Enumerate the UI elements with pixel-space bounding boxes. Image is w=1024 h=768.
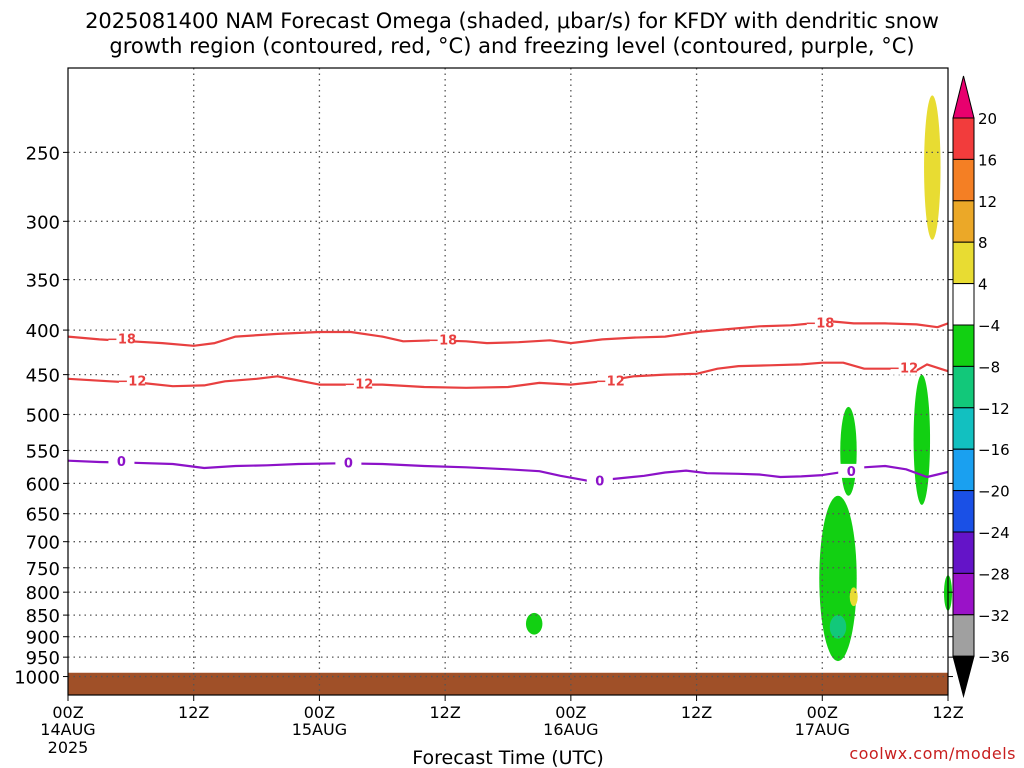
contour-label: 0 [847,465,856,480]
contour-label-bg [335,455,362,470]
contour-label: −12 [889,362,918,377]
y-tick-label: 950 [26,648,60,669]
colorbar-segment [952,614,975,657]
contour-label: 0 [117,455,126,470]
site-credit: coolwx.com/models [849,744,1016,763]
contour-label: −18 [107,332,136,347]
y-tick-label: 500 [26,405,60,426]
x-tick-label: 12Z [681,703,712,722]
x-tick-label: 12Z [429,703,460,722]
colorbar-segment [952,200,975,243]
colorbar-segment [952,365,975,409]
omega-region-7 [829,615,847,639]
contour-label-bg [429,332,456,347]
colorbar-segment [952,448,975,492]
omega-region-0 [924,95,941,240]
y-tick-label: 450 [26,366,60,387]
contour-label-bg [345,376,372,391]
colorbar-tick-label: 20 [978,110,997,128]
colorbar-tick-label: 12 [978,193,997,211]
x-tick-label: 12Z [178,703,209,722]
omega-region-1 [840,406,857,496]
colorbar-tick-label: −24 [978,524,1010,542]
colorbar-segment [952,324,975,367]
contour-label-bg [108,331,135,346]
contour-label-bg [806,315,833,330]
contour-label: 0 [595,475,604,490]
x-tick-date: 16AUG [543,720,598,739]
colorbar-top-arrow [952,75,975,119]
contour-label: −12 [117,374,146,389]
contour-label-bg [118,373,145,388]
omega-region-3 [913,374,931,505]
omega-region-2 [819,495,857,662]
colorbar-tick-label: −4 [978,317,1000,335]
colorbar-tick-label: −20 [978,483,1010,501]
y-tick-label: 350 [26,271,60,292]
omega-region-5 [525,612,543,635]
colorbar-bottom-arrow [952,655,975,699]
colorbar-tick-label: 4 [978,276,988,294]
x-tick-label: 00Z [555,703,586,722]
x-axis-label: Forecast Time (UTC) [412,747,603,768]
y-tick-label: 850 [26,606,60,627]
contour-label: −18 [428,333,457,348]
colorbar-segment [952,283,975,326]
y-tick-label: 900 [26,628,60,649]
x-tick-date: 14AUG [40,720,95,739]
y-tick-label: 250 [26,143,60,164]
y-tick-label: 300 [26,212,60,233]
colorbar-segment [952,531,975,574]
x-tick-label: 00Z [52,703,83,722]
colorbar-tick-label: −8 [978,358,1000,376]
y-tick-label: 750 [26,559,60,580]
x-tick-label: 12Z [932,703,963,722]
contour-label-bg [586,473,613,488]
title-line-2: growth region (contoured, red, °C) and f… [109,34,915,58]
colorbar-tick-label: −16 [978,441,1010,459]
colorbar-tick-label: −36 [978,648,1010,666]
colorbar-tick-label: −32 [978,607,1010,625]
y-tick-label: 650 [26,505,60,526]
x-tick-date: 15AUG [292,720,347,739]
colorbar-segment [952,490,975,533]
title-line-1: 2025081400 NAM Forecast Omega (shaded, μ… [85,9,939,33]
y-tick-label: 550 [26,442,60,463]
contour-label: −12 [596,374,625,389]
contour-label-bg [838,463,865,478]
colorbar-segment [952,572,975,616]
plot-frame [67,67,949,696]
contour-label: −12 [344,378,373,393]
y-tick-label: 1000 [14,668,60,689]
colorbar-tick-label: 16 [978,151,997,169]
contour-label-bg [597,373,624,388]
contour-label: 0 [344,456,353,471]
x-tick-year: 2025 [48,738,89,757]
colorbar-segment [952,158,975,202]
omega-region-6 [849,587,858,607]
contour-label: −18 [805,316,834,331]
colorbar-segment [952,407,975,450]
y-tick-label: 600 [26,474,60,495]
contour-line-2 [67,459,949,483]
contour-label-bg [108,454,135,469]
terrain-fill [68,672,948,695]
colorbar-tick-label: 8 [978,234,988,252]
y-tick-label: 700 [26,533,60,554]
x-tick-date: 17AUG [795,720,850,739]
x-tick-label: 00Z [304,703,335,722]
colorbar-tick-label: −28 [978,565,1010,583]
y-tick-label: 800 [26,583,60,604]
x-tick-label: 00Z [807,703,838,722]
colorbar-segment [952,117,975,160]
colorbar-tick-label: −12 [978,400,1010,418]
contour-line-1 [67,361,949,389]
colorbar-segment [952,241,975,285]
contour-label-bg [890,360,917,375]
y-tick-label: 400 [26,321,60,342]
